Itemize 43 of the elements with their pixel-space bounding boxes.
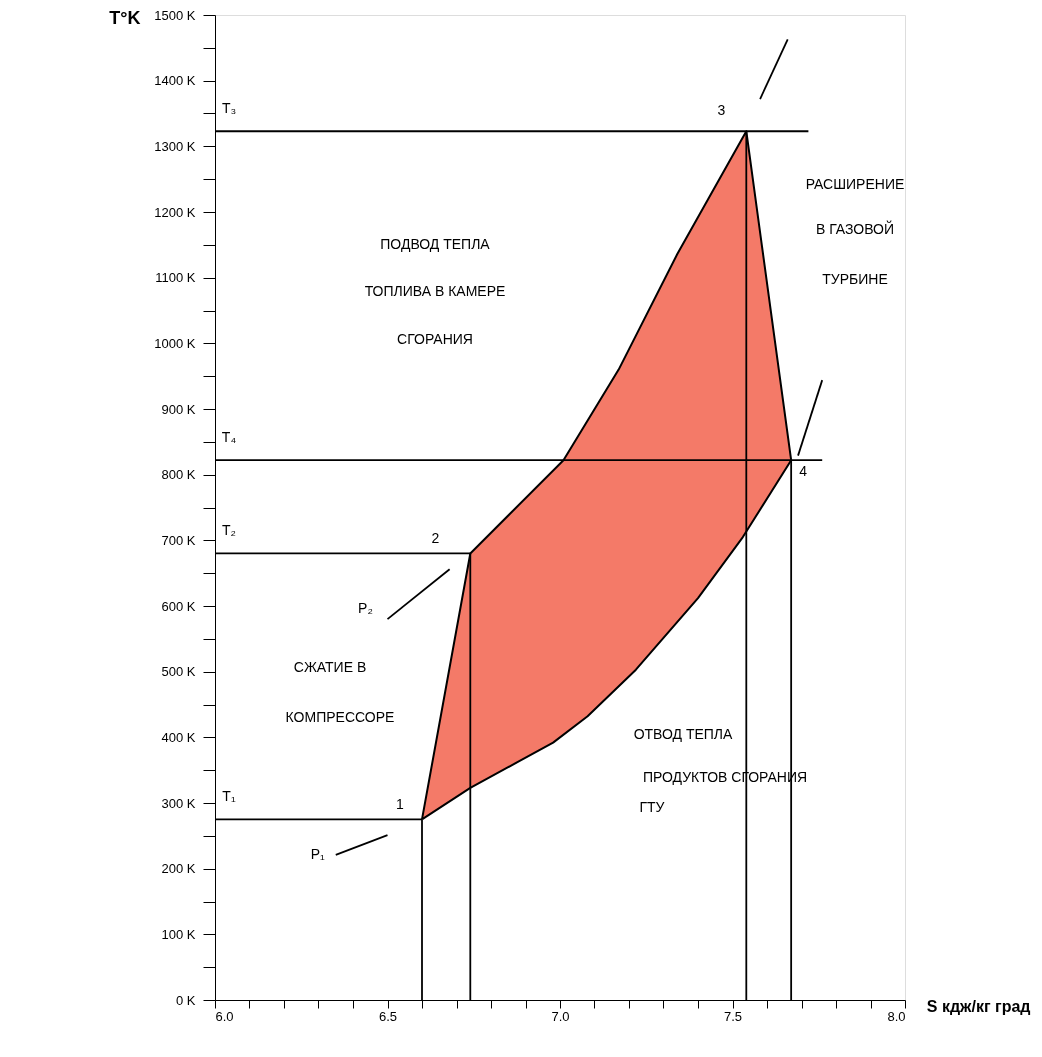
y-tick-label: 1300 K: [154, 138, 196, 154]
y-tick-label: 700 K: [161, 532, 196, 548]
y-tick-label: 900 K: [161, 401, 196, 417]
annotation: 1: [396, 796, 405, 813]
y-tick-label: 200 K: [161, 861, 196, 877]
annotation: T₁: [222, 788, 236, 805]
x-tick-label: 7.5: [723, 1008, 743, 1024]
y-axis-title: T°K: [109, 7, 141, 28]
annotation: ТОПЛИВА В КАМЕРЕ: [364, 283, 506, 299]
x-axis-title: S кдж/кг град: [926, 997, 1031, 1015]
annotation: КОМПРЕССОРЕ: [285, 709, 395, 725]
y-tick-label: 300 K: [161, 795, 196, 811]
annotation: T₄: [221, 429, 237, 446]
x-tick-label: 8.0: [887, 1008, 906, 1024]
y-tick-label: 1000 K: [154, 335, 196, 351]
y-tick-label: 0 K: [175, 992, 196, 1008]
y-tick-label: 100 K: [161, 926, 196, 942]
annotation: T₂: [222, 522, 236, 539]
y-tick-label: 1500 K: [154, 7, 196, 23]
annotation: P₁: [310, 845, 326, 862]
annotation: ГТУ: [639, 799, 665, 815]
annotation: 4: [799, 463, 808, 480]
annotation: В ГАЗОВОЙ: [815, 220, 895, 237]
x-tick-label: 6.5: [378, 1008, 398, 1024]
y-tick-label: 800 K: [161, 467, 196, 483]
annotation: ТУРБИНЕ: [822, 271, 888, 287]
y-tick-label: 1400 K: [154, 73, 196, 89]
annotation: 2: [431, 530, 440, 547]
y-tick-label: 600 K: [161, 598, 196, 614]
annotation: ОТВОД ТЕПЛА: [633, 726, 734, 742]
annotation: СГОРАНИЯ: [397, 331, 473, 347]
annotation: T₃: [221, 100, 237, 117]
x-tick-label: 7.0: [551, 1008, 570, 1024]
annotation: 3: [717, 102, 726, 119]
x-tick-label: 6.0: [215, 1008, 234, 1024]
annotation: РАСШИРЕНИЕ: [805, 176, 905, 192]
y-tick-label: 1200 K: [154, 204, 196, 220]
annotation: P₂: [358, 600, 373, 617]
annotation: ПОДВОД ТЕПЛА: [380, 236, 491, 252]
annotation: СЖАТИЕ В: [293, 659, 367, 675]
y-tick-label: 500 K: [161, 664, 196, 680]
y-tick-label: 400 K: [161, 729, 196, 745]
y-tick-label: 1100 K: [155, 270, 196, 286]
